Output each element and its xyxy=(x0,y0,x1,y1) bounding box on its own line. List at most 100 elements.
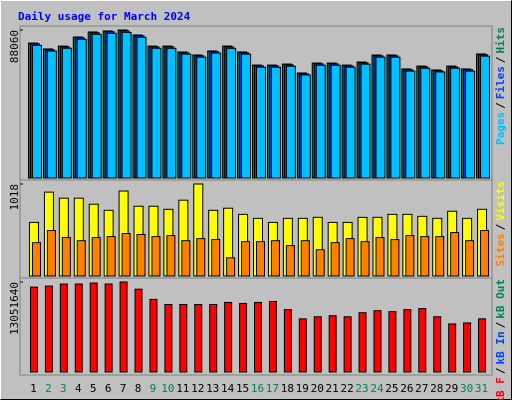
bar xyxy=(254,301,262,373)
bar xyxy=(330,242,340,277)
x-tick-label: 19 xyxy=(296,382,309,395)
bar xyxy=(256,66,266,179)
bar xyxy=(196,238,206,277)
bar xyxy=(179,303,188,373)
bar xyxy=(106,32,117,179)
x-tick-label: 5 xyxy=(90,382,97,395)
bar xyxy=(375,56,386,179)
bar xyxy=(313,316,322,373)
bar xyxy=(241,53,252,179)
legend-entry: Sites xyxy=(494,233,507,266)
bar xyxy=(285,65,296,179)
bar xyxy=(298,318,307,373)
bar xyxy=(360,63,371,179)
bar xyxy=(478,318,487,373)
bar xyxy=(345,66,356,179)
bar xyxy=(283,309,292,373)
x-tick-label: 12 xyxy=(191,382,204,395)
y-tick-label: 88060 xyxy=(8,30,21,63)
bar xyxy=(315,249,325,277)
legend-entry: kB Out xyxy=(494,279,507,319)
x-tick-label: 1 xyxy=(30,382,37,395)
x-tick-label: 20 xyxy=(311,382,324,395)
bar xyxy=(59,283,68,373)
bar xyxy=(224,301,233,373)
x-tick-label: 23 xyxy=(355,382,368,395)
bar xyxy=(226,257,236,277)
x-tick-label: 8 xyxy=(135,382,142,395)
bar xyxy=(91,237,101,277)
bar xyxy=(450,67,461,179)
bar xyxy=(31,44,42,179)
bar xyxy=(388,311,397,373)
bar xyxy=(315,64,326,179)
bar xyxy=(211,239,221,277)
bar xyxy=(300,74,311,179)
bar xyxy=(209,303,218,373)
legend-entry: Files xyxy=(494,66,507,99)
bar xyxy=(373,310,382,373)
bar xyxy=(46,50,57,179)
bar xyxy=(463,322,472,373)
bar xyxy=(418,308,427,373)
bar xyxy=(375,237,385,277)
bar xyxy=(46,230,56,277)
x-tick-label: 9 xyxy=(150,382,157,395)
bar xyxy=(328,315,337,373)
bar xyxy=(134,288,143,373)
legend-entry: Visits xyxy=(494,181,507,221)
legend-entry: kB F xyxy=(494,377,507,400)
bar xyxy=(76,38,87,179)
bar xyxy=(31,242,41,277)
bar xyxy=(89,282,98,373)
bar xyxy=(256,241,265,277)
x-tick-label: 6 xyxy=(105,382,112,395)
x-tick-label: 30 xyxy=(460,382,473,395)
bar xyxy=(241,241,251,277)
bar xyxy=(420,67,431,179)
bar xyxy=(330,64,341,179)
bar xyxy=(450,232,460,277)
y-tick-label: 1018 xyxy=(8,184,21,211)
x-tick-label: 18 xyxy=(281,382,294,395)
x-tick-label: 16 xyxy=(251,382,264,395)
bar xyxy=(405,235,415,277)
bar xyxy=(268,300,277,373)
bar xyxy=(119,281,128,373)
legend-separator: / xyxy=(494,102,507,109)
bar xyxy=(270,66,281,179)
x-tick-label: 13 xyxy=(206,382,219,395)
x-tick-label: 25 xyxy=(385,382,398,395)
bar xyxy=(166,235,176,277)
bar xyxy=(74,283,83,373)
bar xyxy=(345,238,355,277)
bar xyxy=(343,316,352,373)
x-tick-label: 15 xyxy=(236,382,249,395)
x-tick-label: 31 xyxy=(475,382,488,395)
bar xyxy=(390,56,401,179)
bar xyxy=(390,239,400,277)
bar xyxy=(300,240,310,277)
bar xyxy=(121,31,132,179)
legend-separator: / xyxy=(494,56,507,63)
legend-separator: / xyxy=(494,223,507,230)
x-tick-label: 14 xyxy=(221,382,235,395)
bar xyxy=(164,303,173,373)
bar xyxy=(151,47,162,179)
bar xyxy=(433,316,442,373)
bar xyxy=(76,240,86,277)
bar xyxy=(358,312,367,373)
bar xyxy=(405,70,416,179)
bar xyxy=(149,298,158,373)
bar xyxy=(480,230,490,277)
bar xyxy=(196,56,207,179)
bar xyxy=(403,309,412,373)
x-tick-label: 27 xyxy=(415,382,428,395)
x-tick-label: 29 xyxy=(445,382,458,395)
bar xyxy=(44,285,53,373)
x-tick-label: 10 xyxy=(161,382,174,395)
x-tick-label: 24 xyxy=(370,382,384,395)
bar xyxy=(194,303,203,373)
bar xyxy=(136,234,146,277)
